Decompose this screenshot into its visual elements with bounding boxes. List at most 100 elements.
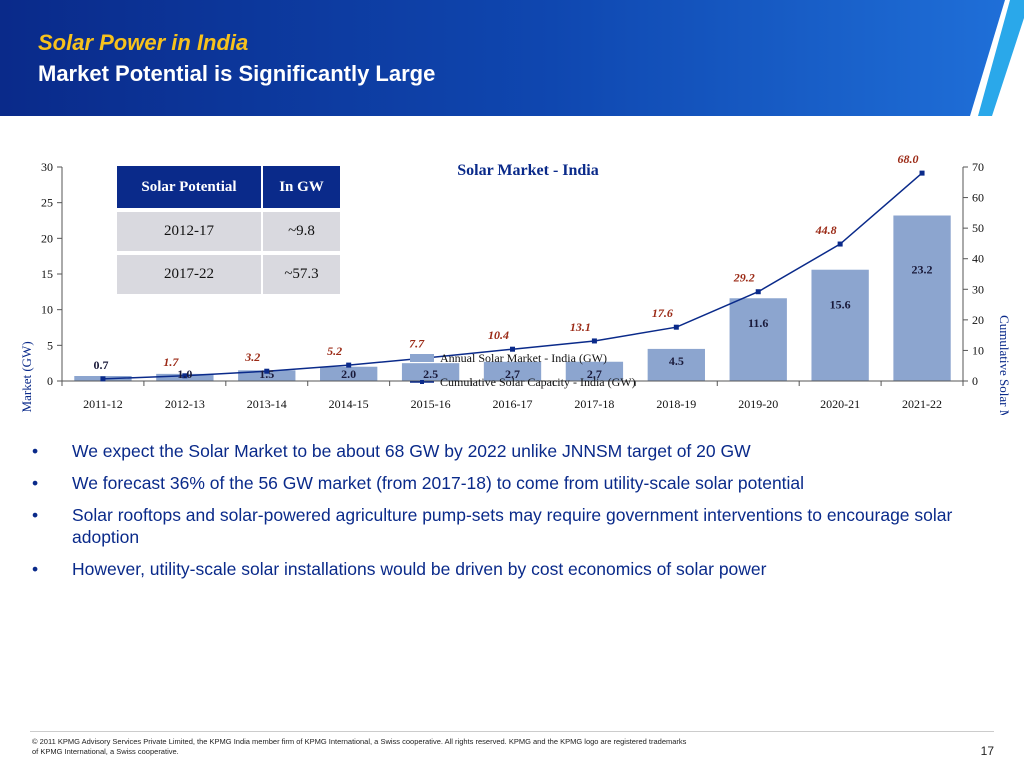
x-tick-label: 2018-19 [656, 397, 696, 411]
line-point-2016-17 [510, 346, 515, 352]
y2-axis-label: Cumulative Solar Market (GW) [997, 315, 1012, 415]
bullet-item: • We expect the Solar Market to be about … [32, 440, 972, 462]
x-tick-label: 2019-20 [738, 397, 778, 411]
line-data-label: 68.0 [898, 152, 919, 166]
x-tick-label: 2016-17 [493, 397, 533, 411]
bullet-text: We forecast 36% of the 56 GW market (fro… [72, 473, 805, 493]
line-point-2013-14 [264, 368, 270, 374]
bar-series [74, 215, 951, 381]
line-point-2017-18 [591, 338, 597, 344]
bar-2015-16 [401, 363, 460, 381]
y2-tick-label: 20 [972, 313, 984, 327]
line-point-2014-15 [346, 362, 352, 368]
x-tick-label: 2014-15 [329, 397, 369, 411]
bar-data-label: 2.7 [587, 367, 602, 381]
y-tick-label: 0 [47, 374, 53, 388]
bar-data-label: 2.7 [505, 367, 520, 381]
bar-2017-18 [565, 361, 624, 381]
bar-2019-20 [729, 298, 787, 381]
table-cell-period: 2017-22 [117, 255, 263, 298]
footer-copyright: © 2011 KPMG Advisory Services Private Li… [32, 737, 687, 756]
y-tick-label: 25 [41, 196, 53, 210]
bar-data-label: 1.0 [177, 367, 192, 381]
bullet-text: Solar rooftops and solar-powered agricul… [72, 505, 953, 547]
y-tick-label: 20 [41, 231, 53, 245]
table-header-period: Solar Potential [117, 166, 263, 212]
line-series [100, 170, 925, 382]
line-data-label: 17.6 [652, 306, 673, 320]
x-tick-label: 2012-13 [165, 397, 205, 411]
y-tick-label: 5 [47, 338, 53, 352]
y2-tick-label: 40 [972, 252, 984, 266]
footer-divider [30, 731, 994, 732]
bar-data-label: 0.7 [93, 358, 108, 372]
y-tick-label: 10 [41, 303, 53, 317]
bullet-text: We expect the Solar Market to be about 6… [72, 441, 751, 461]
line-point-2019-20 [755, 289, 761, 295]
line-point-2011-12 [100, 376, 106, 382]
bar-data-label: 15.6 [830, 298, 851, 312]
y2-tick-label: 30 [972, 282, 984, 296]
table-row: 2017-22 ~57.3 [117, 255, 340, 298]
bar-data-label: 23.2 [912, 262, 933, 276]
page-number: 17 [980, 744, 994, 758]
legend-bar-label: Annual Solar Market - India (GW) [440, 351, 607, 365]
table-header-gw: In GW [263, 166, 340, 212]
header-band: Solar Power in India Market Potential is… [0, 0, 1024, 116]
table-row: 2012-17 ~9.8 [117, 212, 340, 255]
line-data-label: 13.1 [570, 320, 591, 334]
bullet-marker: • [32, 505, 39, 525]
bar-data-label: 2.0 [341, 367, 356, 381]
bullet-marker: • [32, 441, 39, 461]
x-tick-label: 2017-18 [574, 397, 614, 411]
y2-tick-label: 60 [972, 191, 984, 205]
line-data-label: 5.2 [327, 344, 342, 358]
chart-title: Solar Market - India [457, 162, 598, 179]
bar-2018-19 [647, 348, 705, 381]
slide-subtitle: Market Potential is Significantly Large [38, 61, 436, 86]
header-background [0, 0, 1024, 116]
line-data-label: 1.7 [163, 355, 179, 369]
solar-market-chart: 0 5 10 15 20 25 30 0 10 20 30 40 50 60 70 2011-12 2012-1… [19, 152, 1012, 415]
y2-tick-label: 70 [972, 160, 984, 174]
line-point-2018-19 [673, 324, 679, 330]
line-point-2020-21 [837, 241, 843, 247]
x-tick-label: 2013-14 [247, 397, 287, 411]
chart-legend: Annual Solar Market - India (GW) Cumulat… [410, 351, 636, 389]
bullet-item: • Solar rooftops and solar-powered agricu… [32, 504, 972, 548]
bullet-text: However, utility-scale solar installatio… [72, 559, 767, 579]
bar-data-label: 4.5 [669, 354, 684, 368]
table-cell-gw: ~9.8 [263, 212, 340, 255]
x-tick-label: 2011-12 [83, 397, 123, 411]
line-data-label: 44.8 [815, 223, 837, 237]
slide-title: Solar Power in India [38, 30, 249, 55]
chart-axes: 0 5 10 15 20 25 30 0 10 20 30 40 50 60 70 2011-12 2012-1… [41, 160, 984, 411]
bar-2016-17 [483, 361, 542, 381]
x-tick-label: 2020-21 [820, 397, 860, 411]
bar-2021-22 [893, 215, 951, 381]
bullet-item: • We forecast 36% of the 56 GW market (fr… [32, 472, 972, 494]
x-tick-label: 2015-16 [411, 397, 451, 411]
x-tick-label: 2021-22 [902, 397, 942, 411]
y-tick-label: 15 [41, 267, 53, 281]
bullet-item: • However, utility-scale solar installati… [32, 558, 972, 580]
line-data-label: 29.2 [733, 271, 755, 285]
line-data-label: 3.2 [244, 350, 260, 364]
legend-line-label: Cumulative Solar Capacity - India (GW) [440, 375, 636, 389]
y-axis-label: Annual Solar Market (GW) [19, 341, 34, 415]
solar-potential-table: Solar Potential In GW 2012-17 ~9.8 2017-… [117, 166, 340, 298]
line-point-2021-22 [919, 170, 925, 176]
y2-tick-label: 0 [972, 374, 978, 388]
header-stripe [978, 0, 1024, 116]
bar-2020-21 [811, 269, 869, 381]
line-data-label: 10.4 [488, 328, 509, 342]
y2-tick-label: 10 [972, 343, 984, 357]
line-point-2012-13 [182, 373, 188, 379]
data-labels: 0.7 1.0 1.5 2.0 2.5 2.7 2.7 4.5 11.6 15.6 23.2 1.7 3… [93, 152, 932, 381]
bullet-marker: • [32, 473, 39, 493]
legend-line-marker [420, 380, 424, 384]
table-cell-gw: ~57.3 [263, 255, 340, 298]
y-tick-label: 30 [41, 160, 53, 174]
bar-2013-14 [238, 370, 296, 381]
bar-data-label: 2.5 [423, 367, 438, 381]
